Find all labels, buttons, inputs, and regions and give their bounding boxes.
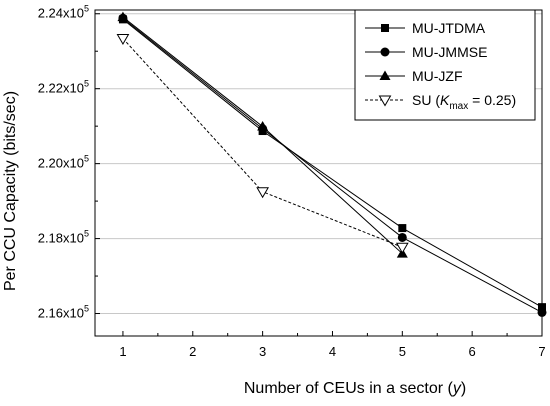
legend-marker: [378, 95, 392, 107]
y-tick-label: 2.20x105: [38, 154, 89, 171]
y-tick-label: 2.16x105: [38, 304, 89, 321]
y-tick-mantissa: 2.16x10: [38, 306, 84, 321]
legend-item: SU (Kmax = 0.25): [365, 92, 516, 112]
y-tick-mantissa: 2.22x10: [38, 81, 84, 96]
x-tick-label: 7: [538, 344, 545, 359]
y-tick-exponent: 5: [84, 79, 89, 89]
x-tick-label: 1: [119, 344, 126, 359]
legend-label: MU-JZF: [412, 68, 463, 84]
x-tick-label: 5: [399, 344, 406, 359]
y-tick-label: 2.24x105: [38, 4, 89, 21]
legend-label: MU-JTDMA: [412, 20, 486, 36]
x-tick-label: 6: [469, 344, 476, 359]
legend-item: MU-JZF: [365, 68, 463, 84]
data-point: [395, 242, 409, 254]
x-tick-label: 4: [329, 344, 336, 359]
legend-item: MU-JMMSE: [365, 44, 487, 60]
series-line: [122, 17, 543, 313]
y-tick-mantissa: 2.20x10: [38, 156, 84, 171]
legend-item: MU-JTDMA: [365, 20, 486, 36]
legend-label: SU (Kmax = 0.25): [412, 92, 516, 112]
legend-marker: [379, 70, 391, 80]
y-tick-exponent: 5: [84, 154, 89, 164]
y-tick-label: 2.18x105: [38, 229, 89, 246]
y-tick-label: 2.22x105: [38, 79, 89, 96]
y-tick-mantissa: 2.24x10: [38, 6, 84, 21]
data-point: [257, 121, 269, 131]
x-axis-title: Number of CEUs in a sector (y): [244, 380, 466, 397]
y-tick-exponent: 5: [84, 229, 89, 239]
data-point: [117, 11, 129, 22]
y-tick-mantissa: 2.18x10: [38, 231, 84, 246]
x-axis-ticks: 1 2 3 4 5 6 7: [119, 331, 546, 359]
legend-marker: [380, 47, 390, 57]
data-point: [116, 33, 130, 45]
legend-label: MU-JMMSE: [412, 44, 487, 60]
data-point: [256, 187, 269, 199]
legend: MU-JTDMA MU-JMMSE MU-JZF SU (Kmax = 0.25): [354, 9, 536, 121]
y-tick-exponent: 5: [84, 304, 89, 314]
legend-marker: [381, 24, 389, 32]
series-3: [116, 33, 409, 254]
data-point: [398, 224, 407, 233]
y-axis-title: Per CCU Capacity (bits/sec): [2, 91, 19, 291]
series-line: [122, 18, 543, 308]
y-tick-exponent: 5: [84, 4, 89, 14]
x-tick-label: 3: [259, 344, 266, 359]
data-point: [397, 232, 407, 242]
x-tick-label: 2: [189, 344, 196, 359]
plot-frame: [94, 9, 543, 337]
